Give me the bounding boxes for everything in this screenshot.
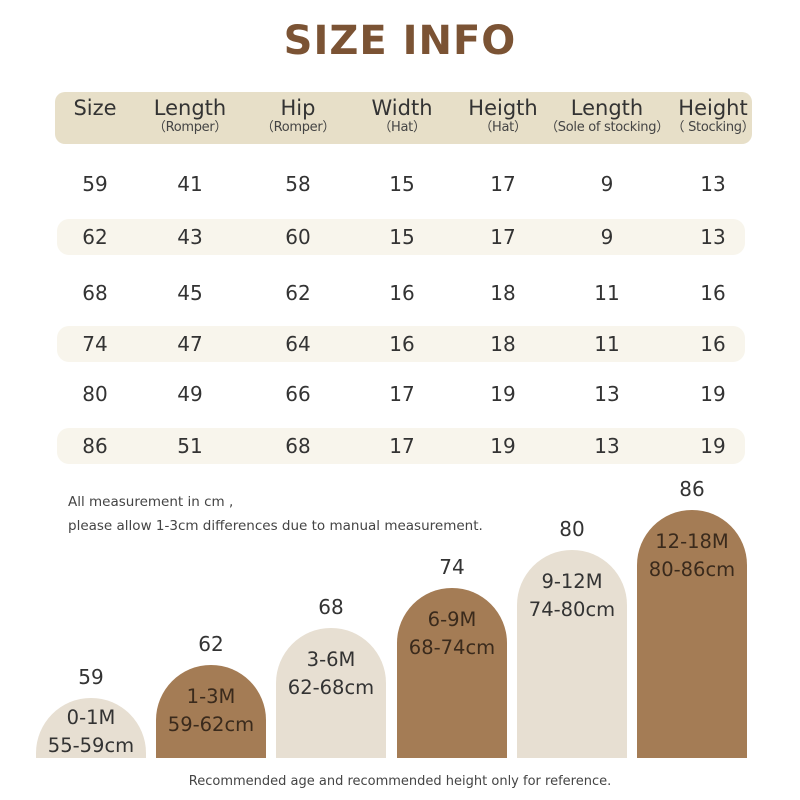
footer-note: Recommended age and recommended height o… — [188, 774, 612, 789]
bar-height-label: 68-74cm — [408, 636, 496, 659]
column-header-label: Heigth — [468, 96, 538, 120]
table-cell: 41 — [177, 172, 203, 196]
column-header-unit: （ Stocking） — [671, 120, 755, 135]
table-cell: 64 — [285, 332, 311, 356]
bar-age-label: 9-12M — [541, 570, 603, 593]
table-cell: 18 — [490, 332, 516, 356]
size-bar: 12-18M 80-86cm — [637, 510, 747, 758]
table-row: 59 41 58 15 17 9 13 — [0, 166, 800, 202]
table-cell: 74 — [82, 332, 108, 356]
table-cell: 68 — [82, 281, 108, 305]
bar-height-label: 55-59cm — [47, 734, 135, 757]
table-cell: 13 — [594, 434, 620, 458]
column-header: Length （Sole of stocking） — [545, 96, 669, 136]
difference-note: please allow 1-3cm differences due to ma… — [68, 518, 483, 534]
table-cell: 15 — [389, 172, 415, 196]
bar-age-label: 12-18M — [655, 530, 729, 553]
size-bar: 9-12M 74-80cm — [517, 550, 627, 758]
table-row: 74 47 64 16 18 11 16 — [0, 326, 800, 362]
table-cell: 17 — [490, 225, 516, 249]
column-header: Hip （Romper） — [260, 96, 336, 136]
table-header-bar — [55, 92, 752, 144]
size-bar: 0-1M 55-59cm — [36, 698, 146, 758]
bar-height-label: 74-80cm — [528, 598, 616, 621]
column-header-label: Size — [73, 96, 117, 120]
table-cell: 51 — [177, 434, 203, 458]
column-header-label: Hip — [280, 96, 316, 120]
table-cell: 18 — [490, 281, 516, 305]
table-cell: 17 — [490, 172, 516, 196]
page-title: SIZE INFO — [283, 18, 517, 64]
table-cell: 19 — [490, 434, 516, 458]
column-header: Heigth （Hat） — [468, 96, 537, 136]
bar-height-label: 80-86cm — [648, 558, 736, 581]
column-header-label: Length — [153, 96, 227, 120]
column-header-unit: （Sole of stocking） — [545, 120, 669, 135]
table-cell: 66 — [285, 382, 311, 406]
bar-size-label: 68 — [318, 595, 344, 619]
column-header: Size — [73, 96, 116, 120]
table-cell: 11 — [594, 332, 620, 356]
table-cell: 68 — [285, 434, 311, 458]
table-cell: 9 — [600, 172, 614, 196]
column-header: Height （ Stocking） — [672, 96, 755, 136]
table-cell: 16 — [700, 332, 726, 356]
table-cell: 16 — [389, 332, 415, 356]
table-cell: 49 — [177, 382, 203, 406]
column-header: Width （Hat） — [371, 96, 432, 136]
table-cell: 17 — [389, 382, 415, 406]
column-header-unit: （Romper） — [152, 120, 228, 135]
table-cell: 58 — [285, 172, 311, 196]
table-cell: 80 — [82, 382, 108, 406]
table-cell: 86 — [82, 434, 108, 458]
table-cell: 19 — [700, 434, 726, 458]
table-cell: 59 — [82, 172, 108, 196]
table-cell: 47 — [177, 332, 203, 356]
table-cell: 60 — [285, 225, 311, 249]
bar-size-label: 80 — [559, 517, 585, 541]
bar-age-label: 3-6M — [306, 648, 356, 671]
table-cell: 19 — [490, 382, 516, 406]
bar-age-label: 0-1M — [66, 706, 116, 729]
column-header: Length （Romper） — [152, 96, 228, 136]
column-header-unit: （Hat） — [378, 120, 426, 135]
bar-size-label: 62 — [198, 632, 224, 656]
column-header-unit: （Hat） — [479, 120, 527, 135]
column-header-label: Length — [570, 96, 644, 120]
table-cell: 16 — [389, 281, 415, 305]
table-cell: 43 — [177, 225, 203, 249]
table-cell: 15 — [389, 225, 415, 249]
bar-height-label: 62-68cm — [287, 676, 375, 699]
table-cell: 62 — [285, 281, 311, 305]
table-cell: 19 — [700, 382, 726, 406]
table-cell: 13 — [700, 225, 726, 249]
bar-size-label: 86 — [679, 477, 705, 501]
table-cell: 16 — [700, 281, 726, 305]
column-header-unit: （Romper） — [260, 120, 336, 135]
bar-size-label: 59 — [78, 665, 104, 689]
table-cell: 9 — [600, 225, 614, 249]
bar-age-label: 6-9M — [427, 608, 477, 631]
size-bar: 6-9M 68-74cm — [397, 588, 507, 758]
column-header-label: Height — [678, 96, 748, 120]
table-cell: 11 — [594, 281, 620, 305]
table-cell: 17 — [389, 434, 415, 458]
table-cell: 45 — [177, 281, 203, 305]
bar-height-label: 59-62cm — [167, 713, 255, 736]
bar-age-label: 1-3M — [186, 685, 236, 708]
measurement-note: All measurement in cm , — [68, 494, 234, 510]
column-header-label: Width — [371, 96, 433, 120]
table-row: 68 45 62 16 18 11 16 — [0, 275, 800, 311]
bar-size-label: 74 — [439, 555, 465, 579]
size-bar: 3-6M 62-68cm — [276, 628, 386, 758]
table-row: 86 51 68 17 19 13 19 — [0, 428, 800, 464]
table-cell: 13 — [700, 172, 726, 196]
size-bar: 1-3M 59-62cm — [156, 665, 266, 758]
table-cell: 13 — [594, 382, 620, 406]
table-row: 80 49 66 17 19 13 19 — [0, 376, 800, 412]
table-row: 62 43 60 15 17 9 13 — [0, 219, 800, 255]
table-cell: 62 — [82, 225, 108, 249]
